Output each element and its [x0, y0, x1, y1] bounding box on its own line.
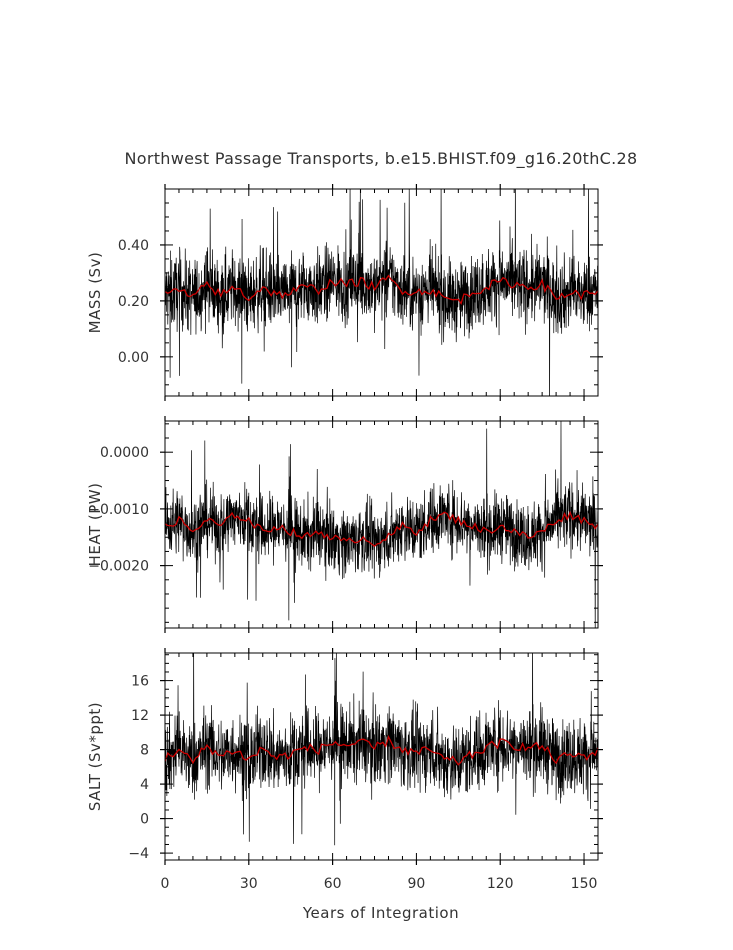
salt-annual-mean-series — [165, 734, 598, 766]
salt-y-axis-label: SALT (Sv*ppt) — [86, 702, 104, 811]
salt-y-tick-label: −4 — [128, 846, 149, 862]
heat-y-tick-label: −0.0020 — [88, 559, 149, 575]
mass-annual-mean-series — [165, 274, 598, 305]
x-tick-label: 90 — [408, 876, 426, 892]
mass-panel: 0.00 0.20 0.40 MASS (Sv) — [86, 184, 603, 401]
mass-y-tick-label: 0.40 — [118, 238, 149, 254]
mass-y-axis-label: MASS (Sv) — [86, 252, 104, 334]
x-tick-label: 60 — [324, 876, 342, 892]
salt-y-tick-label: 16 — [131, 674, 149, 690]
mass-plot-frame — [164, 188, 599, 397]
salt-monthly-series — [165, 653, 598, 846]
heat-monthly-series — [165, 421, 598, 628]
heat-annual-mean-series — [165, 510, 598, 547]
heat-y-tick-label: −0.0010 — [88, 502, 149, 518]
heat-plot-frame — [164, 420, 599, 629]
x-tick-label: 0 — [161, 876, 170, 892]
mass-y-tick-label: 0.20 — [118, 294, 149, 310]
salt-plot-frame — [164, 652, 599, 861]
x-tick-label: 150 — [571, 876, 598, 892]
panels-group: 0.00 0.20 0.40 MASS (Sv) 0.0000 −0.0010 −0.002… — [86, 184, 603, 892]
salt-y-tick-label: 8 — [140, 743, 149, 759]
heat-y-tick-label: 0.0000 — [100, 445, 149, 461]
salt-y-tick-label: 0 — [140, 812, 149, 828]
mass-y-tick-label: 0.00 — [118, 350, 149, 366]
mass-monthly-series — [165, 189, 598, 396]
x-tick-label: 30 — [240, 876, 258, 892]
heat-y-axis-label: HEAT (PW) — [86, 483, 104, 567]
salt-y-tick-label: 12 — [131, 708, 149, 724]
salt-y-tick-label: 4 — [140, 777, 149, 793]
x-axis-label: Years of Integration — [302, 904, 459, 922]
x-tick-label: 120 — [487, 876, 514, 892]
figure-title: Northwest Passage Transports, b.e15.BHIS… — [124, 149, 637, 169]
salt-panel: −4 0 4 8 12 16 SALT (Sv*ppt) 0 30 60 90 120 150 — [86, 648, 603, 892]
